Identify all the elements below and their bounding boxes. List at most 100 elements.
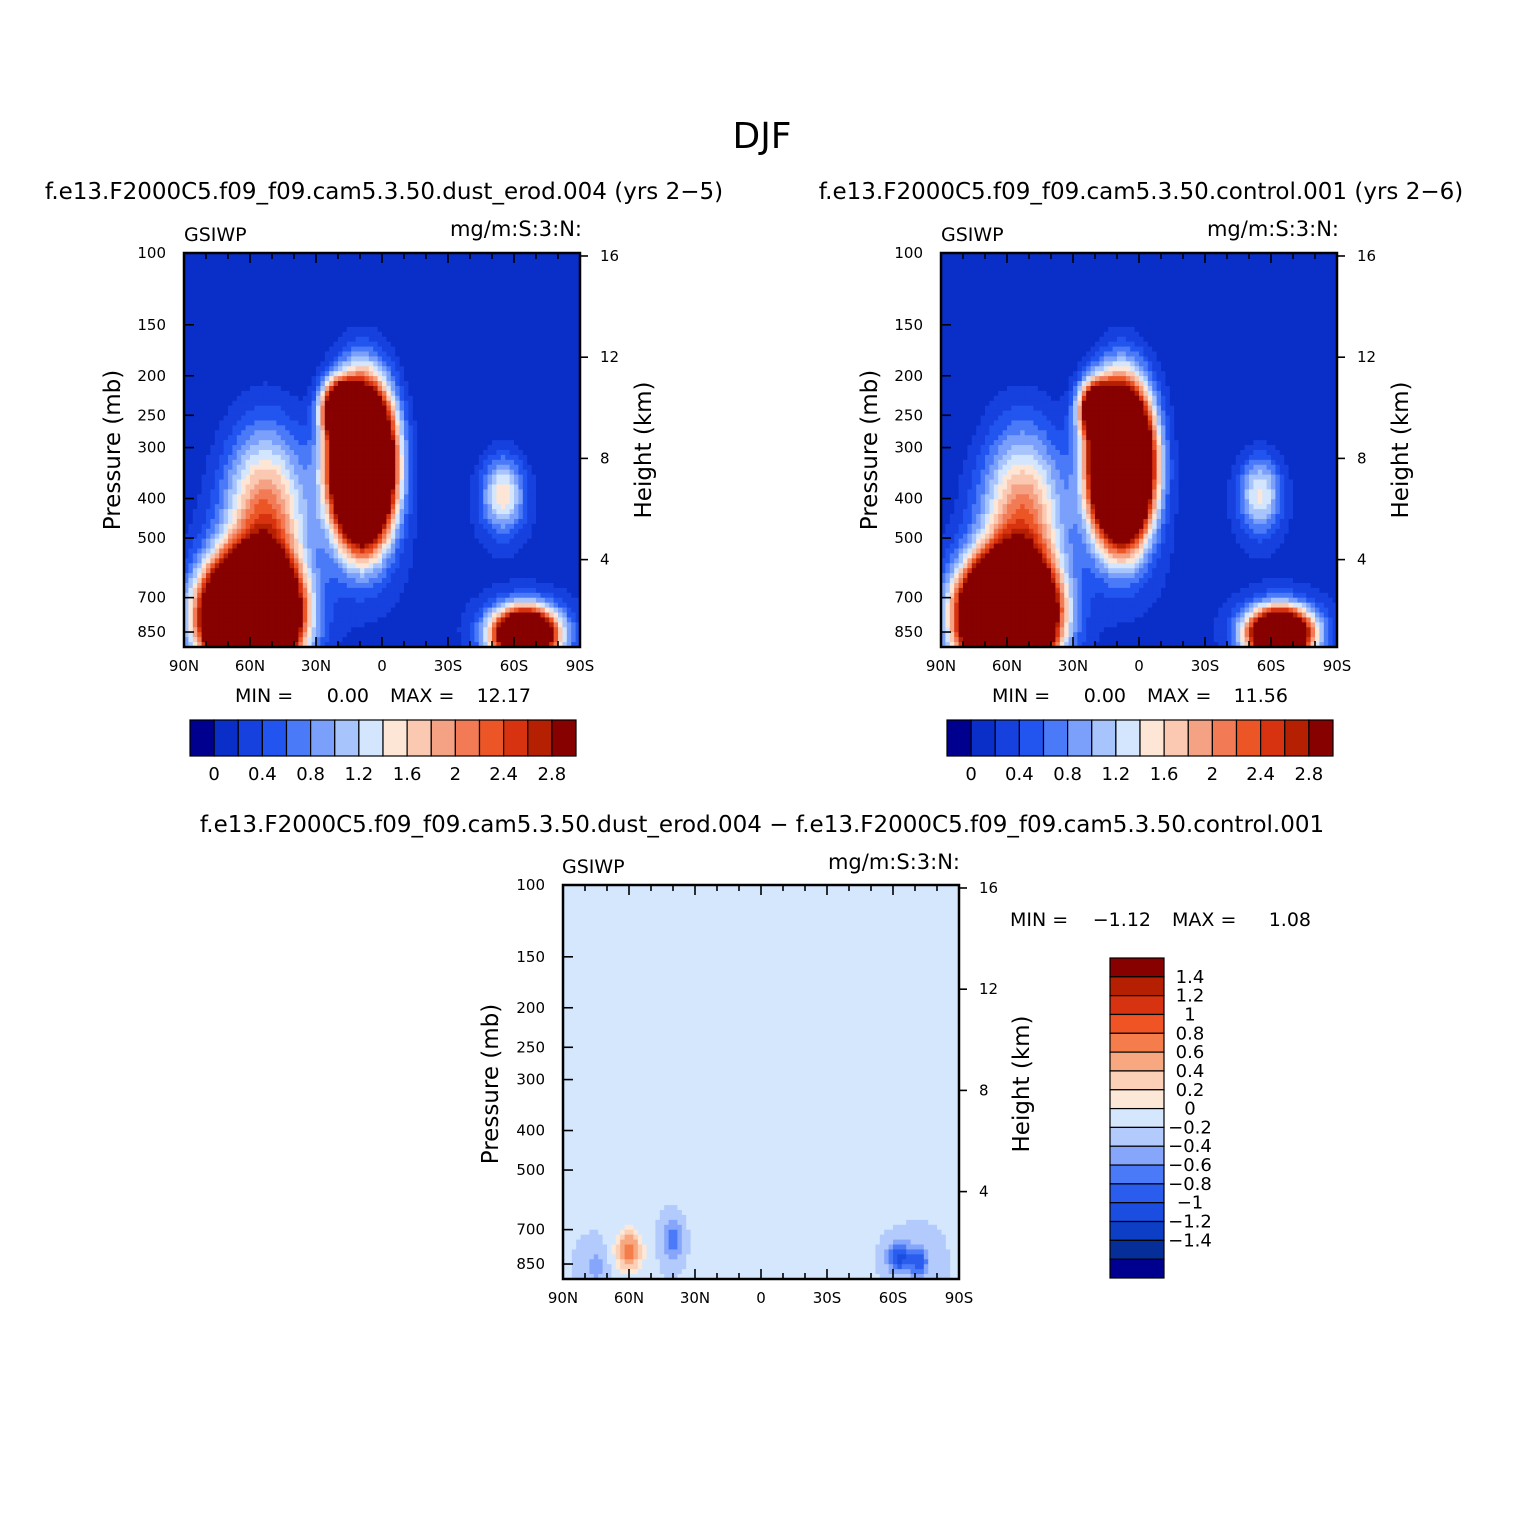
field-cell xyxy=(355,390,361,397)
field-cell xyxy=(518,395,524,402)
field-cell xyxy=(324,450,330,456)
field-cell xyxy=(426,425,431,431)
field-cell xyxy=(329,297,335,303)
field-cell xyxy=(465,381,471,387)
field-cell xyxy=(223,262,229,269)
field-cell xyxy=(474,420,480,426)
field-cell xyxy=(311,331,317,338)
field-cell xyxy=(386,410,392,417)
field-cell xyxy=(575,253,581,259)
field-cell xyxy=(377,312,383,318)
field-cell xyxy=(377,356,383,362)
field-cell xyxy=(483,425,489,431)
field-cell xyxy=(483,400,489,407)
field-cell xyxy=(566,395,572,402)
field-cell xyxy=(351,454,357,461)
field-cell xyxy=(531,430,537,436)
field-cell xyxy=(294,282,299,289)
field-cell xyxy=(342,267,348,274)
field-cell xyxy=(487,326,493,333)
field-cell xyxy=(254,366,260,372)
field-cell xyxy=(461,262,467,269)
field-cell xyxy=(302,376,308,382)
field-cell xyxy=(571,297,577,303)
field-cell xyxy=(426,440,431,446)
field-cell xyxy=(307,292,313,298)
field-cell xyxy=(188,440,194,446)
field-cell xyxy=(421,450,427,456)
field-cell xyxy=(232,435,238,441)
field-cell xyxy=(236,410,242,417)
field-cell xyxy=(276,445,282,451)
field-cell xyxy=(294,518,299,525)
field-cell xyxy=(192,420,198,426)
field-cell xyxy=(386,514,392,520)
field-cell xyxy=(223,257,229,264)
field-cell xyxy=(478,420,484,426)
field-cell xyxy=(443,371,449,377)
field-cell xyxy=(421,464,427,471)
field-cell xyxy=(267,395,273,402)
field-cell xyxy=(355,489,361,495)
field-cell xyxy=(294,302,299,308)
field-cell xyxy=(320,272,326,279)
field-cell xyxy=(395,435,401,441)
field-cell xyxy=(192,356,198,362)
field-cell xyxy=(228,262,233,269)
figure-title: DJF xyxy=(732,116,791,157)
field-cell xyxy=(360,282,365,289)
field-cell xyxy=(558,405,563,412)
field-cell xyxy=(404,518,409,525)
field-cell xyxy=(500,287,506,293)
field-cell xyxy=(192,415,198,422)
field-cell xyxy=(373,450,379,456)
field-cell xyxy=(254,253,260,259)
field-cell xyxy=(531,282,537,289)
field-cell xyxy=(562,464,568,471)
field-cell xyxy=(346,381,352,387)
field-cell xyxy=(483,297,489,303)
field-cell xyxy=(228,440,233,446)
field-cell xyxy=(399,454,405,461)
field-cell xyxy=(540,484,546,490)
field-cell xyxy=(206,425,211,431)
field-cell xyxy=(531,464,537,471)
field-cell xyxy=(408,450,414,456)
field-cell xyxy=(518,361,524,367)
field-cell xyxy=(298,376,304,382)
field-cell xyxy=(241,366,247,372)
field-cell xyxy=(184,317,189,323)
field-cell xyxy=(192,302,198,308)
field-cell xyxy=(465,459,471,466)
field-cell xyxy=(351,400,357,407)
field-cell xyxy=(566,326,572,333)
field-cell xyxy=(474,494,480,500)
field-cell xyxy=(364,484,370,490)
field-cell xyxy=(197,346,203,353)
field-cell xyxy=(386,262,392,269)
field-cell xyxy=(522,267,528,274)
field-cell xyxy=(452,410,458,417)
field-cell xyxy=(228,479,233,486)
field-cell xyxy=(355,253,361,259)
field-cell xyxy=(531,376,537,382)
field-cell xyxy=(316,341,321,348)
field-cell xyxy=(316,484,321,490)
field-cell xyxy=(258,292,264,298)
field-cell xyxy=(514,351,519,358)
field-cell xyxy=(210,371,216,377)
field-cell xyxy=(465,326,471,333)
field-cell xyxy=(368,282,374,289)
field-cell xyxy=(219,445,225,451)
field-cell xyxy=(430,346,436,353)
field-cell xyxy=(514,376,519,382)
field-cell xyxy=(197,435,203,441)
field-cell xyxy=(338,282,343,289)
field-cell xyxy=(408,479,414,486)
field-cell xyxy=(395,474,401,481)
field-cell xyxy=(307,267,313,274)
field-cell xyxy=(311,287,317,293)
field-cell xyxy=(465,282,471,289)
field-cell xyxy=(412,405,418,412)
field-cell xyxy=(386,504,392,510)
